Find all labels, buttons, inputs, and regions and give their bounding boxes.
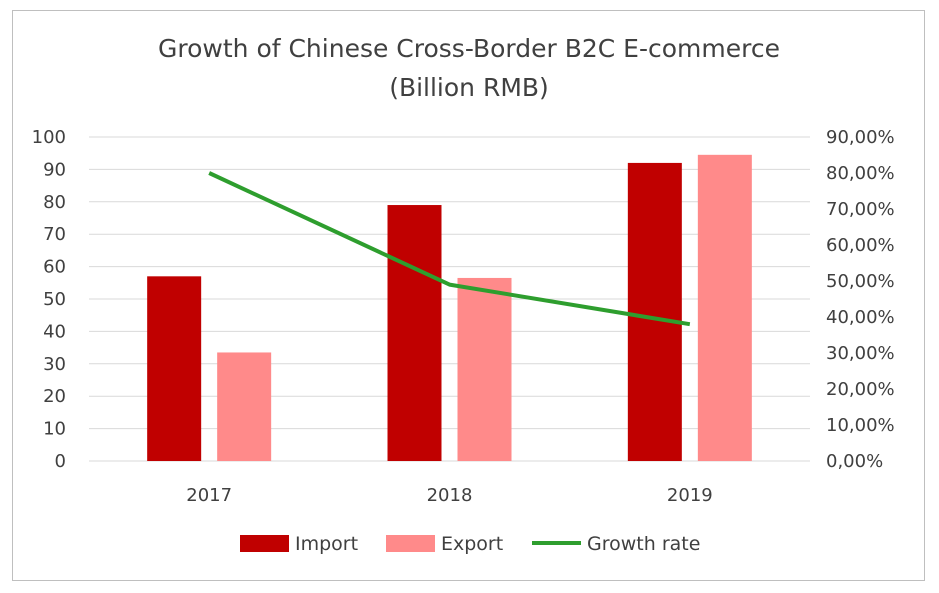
x-tick-label: 2019	[667, 485, 713, 506]
left-tick-label: 50	[43, 289, 66, 310]
legend-swatch-export	[386, 535, 435, 552]
bar-import-2018	[387, 205, 442, 461]
left-tick-label: 30	[43, 354, 66, 375]
legend-label-export: Export	[441, 533, 503, 555]
bar-export-2017	[217, 352, 272, 461]
right-tick-label: 90,00%	[826, 127, 895, 148]
right-tick-label: 20,00%	[826, 379, 895, 400]
left-tick-label: 90	[43, 159, 66, 180]
right-tick-label: 40,00%	[826, 307, 895, 328]
right-tick-label: 10,00%	[826, 415, 895, 436]
bar-export-2018	[457, 277, 512, 461]
right-tick-label: 50,00%	[826, 271, 895, 292]
bar-import-2017	[147, 276, 202, 461]
right-tick-label: 60,00%	[826, 235, 895, 256]
legend-label-growth-rate: Growth rate	[587, 533, 700, 555]
line-growth-rate	[208, 171, 691, 327]
x-axis-ticks: 2017 2018 2019	[186, 485, 712, 506]
left-axis-ticks: 0 10 20 30 40 50 60 70 80 90 100	[32, 127, 66, 472]
bar-export-2019	[697, 154, 752, 461]
x-tick-label: 2018	[427, 485, 473, 506]
left-tick-label: 10	[43, 419, 66, 440]
left-tick-label: 0	[55, 451, 66, 472]
right-tick-label: 80,00%	[826, 163, 895, 184]
chart-title: Growth of Chinese Cross-Border B2C E-com…	[158, 34, 780, 63]
right-axis-ticks: 0,00% 10,00% 20,00% 30,00% 40,00% 50,00% 60,00…	[826, 127, 895, 472]
legend-swatch-import	[240, 535, 289, 552]
chart-subtitle: (Billion RMB)	[389, 73, 549, 102]
left-tick-label: 70	[43, 224, 66, 245]
legend-label-import: Import	[295, 533, 358, 555]
bar-import-2019	[627, 162, 682, 462]
left-tick-label: 100	[32, 127, 66, 148]
legend: Import Export Growth rate	[240, 533, 700, 555]
bars	[147, 154, 752, 462]
right-tick-label: 30,00%	[826, 343, 895, 364]
right-tick-label: 70,00%	[826, 199, 895, 220]
x-tick-label: 2017	[186, 485, 232, 506]
left-tick-label: 20	[43, 386, 66, 407]
left-tick-label: 40	[43, 321, 66, 342]
left-tick-label: 80	[43, 192, 66, 213]
left-tick-label: 60	[43, 257, 66, 278]
right-tick-label: 0,00%	[826, 451, 883, 472]
growth-line	[208, 171, 691, 327]
gridlines	[89, 136, 810, 462]
